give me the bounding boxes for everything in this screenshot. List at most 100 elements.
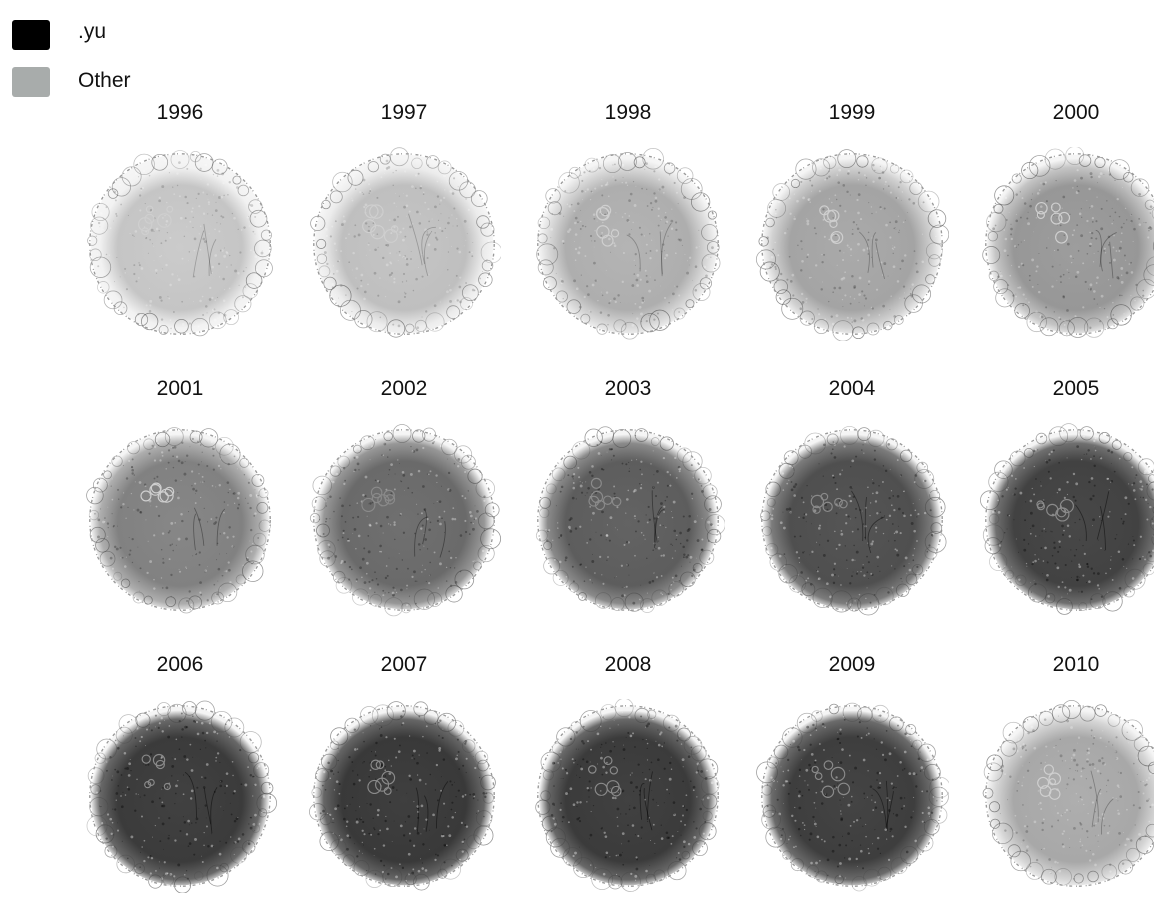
map-rim: [761, 705, 943, 887]
panel-1998: 1998: [528, 100, 728, 370]
panel-year-label: 2003: [604, 377, 652, 400]
panel-year-label: 2004: [828, 377, 876, 400]
map-inner-clusters: [1035, 201, 1071, 244]
map-texture: [550, 711, 714, 881]
panel-2009: 2009: [752, 652, 952, 922]
map-edge-clusters: [535, 699, 720, 892]
legend-label-other: Other: [78, 69, 131, 92]
network-map-2006: [86, 700, 277, 893]
panel-year-label: 2000: [1052, 101, 1100, 124]
map-rim: [761, 429, 943, 611]
panel-year-label: 1997: [380, 101, 428, 124]
map-inner-clusters: [810, 492, 848, 514]
network-map-2007: [309, 701, 496, 891]
network-map-2000: [982, 147, 1154, 338]
panel-2006: 2006: [80, 652, 280, 922]
panel-2001: 2001: [80, 376, 280, 646]
panel-2002: 2002: [304, 376, 504, 646]
panel-2004: 2004: [752, 376, 952, 646]
map-rim: [537, 705, 719, 887]
network-map-1998: [536, 147, 721, 340]
map-disc: [90, 154, 270, 334]
map-inner-clusters: [137, 205, 174, 236]
panel-year-label: 2010: [1052, 653, 1100, 676]
panel-2007: 2007: [304, 652, 504, 922]
map-inner-clusters: [588, 756, 622, 797]
map-texture: [545, 162, 714, 327]
panel-year-label: 1998: [604, 101, 652, 124]
network-map-2004: [760, 426, 947, 616]
map-texture: [95, 159, 264, 330]
map-rim: [89, 429, 271, 611]
network-map-1997: [310, 147, 501, 338]
map-rim: [537, 153, 719, 335]
legend-swatch-other: [12, 67, 50, 97]
panel-year-label: 2005: [1052, 377, 1100, 400]
map-edge-clusters: [86, 427, 271, 614]
map-disc: [314, 154, 494, 334]
network-map-1999: [755, 149, 949, 341]
network-map-1996: [87, 150, 273, 337]
map-edge-clusters: [86, 700, 277, 893]
map-disc: [538, 154, 718, 334]
map-disc: [986, 154, 1154, 334]
panel-year-label: 2006: [156, 653, 204, 676]
panel-2010: 2010: [976, 652, 1154, 922]
panel-year-label: 2008: [604, 653, 652, 676]
panel-year-label: 1999: [828, 101, 876, 124]
map-inner-clusters: [595, 204, 620, 247]
map-disc: [90, 430, 270, 610]
map-rim: [89, 153, 271, 335]
map-disc: [538, 706, 718, 886]
map-rim: [313, 153, 495, 335]
map-grid: 1996 1997 1998 1999 2000 2001 2002 2003 2004 2005…: [80, 100, 1154, 893]
map-edge-clusters: [982, 147, 1154, 338]
map-rim: [89, 705, 271, 887]
panel-1997: 1997: [304, 100, 504, 370]
map-disc: [538, 430, 718, 610]
map-inner-clusters: [367, 759, 396, 796]
map-inner-clusters: [140, 482, 175, 503]
map-rim: [985, 429, 1154, 611]
map-rim: [761, 153, 943, 335]
map-texture: [319, 439, 486, 607]
map-inner-clusters: [141, 753, 171, 791]
panel-year-label: 2001: [156, 377, 204, 400]
panel-1996: 1996: [80, 100, 280, 370]
map-disc: [90, 706, 270, 886]
legend-label-yu: .yu: [78, 20, 107, 43]
map-texture: [991, 435, 1154, 605]
panel-year-label: 1996: [156, 101, 204, 124]
network-map-2009: [756, 702, 949, 892]
panel-2008: 2008: [528, 652, 728, 922]
panel-year-label: 2002: [380, 377, 428, 400]
network-map-2005: [980, 423, 1154, 615]
network-map-2010: [982, 699, 1154, 887]
map-disc: [762, 154, 942, 334]
map-texture: [545, 434, 714, 605]
panel-2003: 2003: [528, 376, 728, 646]
map-inner-clusters: [1036, 498, 1074, 522]
map-rim: [985, 153, 1154, 335]
map-edge-clusters: [980, 423, 1154, 615]
map-disc: [986, 430, 1154, 610]
map-texture: [95, 712, 266, 881]
map-rim: [313, 429, 495, 611]
map-inner-clusters: [588, 477, 622, 511]
map-edge-clusters: [535, 426, 725, 613]
panel-year-label: 2009: [828, 653, 876, 676]
network-map-2001: [86, 427, 271, 614]
map-inner-clusters: [819, 205, 844, 245]
map-inner-clusters: [1037, 764, 1062, 800]
map-rim: [313, 705, 495, 887]
map-disc: [314, 430, 494, 610]
network-map-2003: [535, 426, 725, 613]
panel-2005: 2005: [976, 376, 1154, 646]
network-map-2008: [535, 699, 720, 892]
legend-swatch-yu: [12, 20, 50, 50]
map-texture: [323, 159, 491, 330]
map-inner-clusters: [361, 486, 396, 513]
panel-2000: 2000: [976, 100, 1154, 370]
map-texture: [766, 711, 938, 879]
map-edge-clusters: [760, 426, 947, 616]
